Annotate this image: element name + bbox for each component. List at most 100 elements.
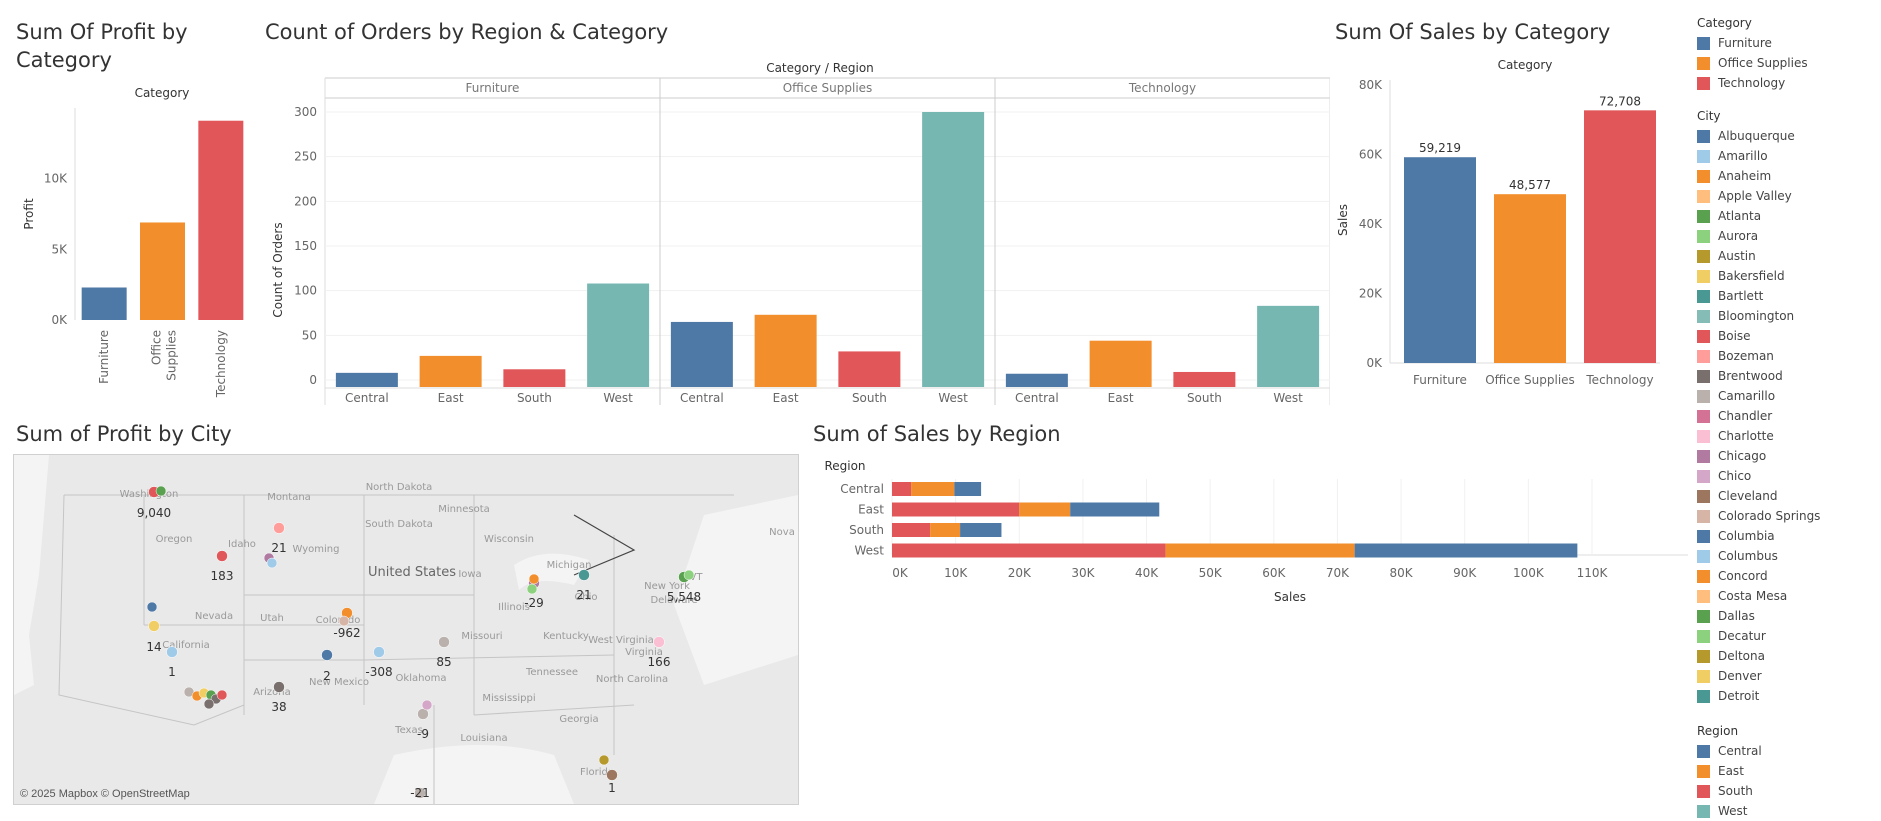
legend-city-item[interactable]: Chandler	[1697, 406, 1881, 426]
legend-city-item[interactable]: Camarillo	[1697, 386, 1881, 406]
legend-city-item[interactable]: Boise	[1697, 326, 1881, 346]
legend-category-item[interactable]: Office Supplies	[1697, 53, 1881, 73]
sales-by-category-chart[interactable]: Category Sales 0K 20K 40K 60K 80K 59,219 Furnitu…	[1330, 50, 1690, 400]
city-point	[578, 569, 590, 581]
sales-bar	[1584, 110, 1656, 364]
legend-city-list[interactable]: Albuquerque Amarillo Anaheim Apple Valley At…	[1697, 126, 1881, 708]
legend-swatch	[1697, 249, 1710, 263]
city-point	[526, 583, 538, 595]
legend-city-item[interactable]: Columbia	[1697, 526, 1881, 546]
profit-by-city-map[interactable]: WashingtonMontanaNorth DakotaMinnesotaSo…	[13, 454, 799, 805]
legend-city-item[interactable]: Bartlett	[1697, 286, 1881, 306]
city-value-label: 2	[323, 669, 331, 683]
region-bar-segment	[911, 482, 955, 496]
city-value-label: -21	[410, 786, 430, 800]
legend-swatch	[1697, 349, 1710, 363]
legend-city-item[interactable]: Denver	[1697, 666, 1881, 686]
orders-x-tick: West	[938, 391, 968, 405]
legend-label: Austin	[1718, 249, 1756, 263]
map-ocean-west	[14, 455, 49, 695]
legend-city-item[interactable]: Austin	[1697, 246, 1881, 266]
sales-data-label: 59,219	[1419, 141, 1461, 155]
profit-y-tick: 0K	[51, 313, 68, 327]
sales-by-region-chart[interactable]: Region 0K 10K 20K 30K 40K 50K 60K 70K 80K 90K 100K 1…	[810, 455, 1690, 615]
map-state-label: New Mexico	[309, 677, 369, 688]
legend-label: Decatur	[1718, 629, 1766, 643]
legend-label: West	[1718, 804, 1748, 818]
legend-region-item[interactable]: East	[1697, 761, 1881, 781]
sales-data-label: 72,708	[1599, 94, 1641, 108]
sales-by-category-title: Sum Of Sales by Category	[1335, 20, 1611, 44]
legend-swatch	[1697, 469, 1710, 483]
orders-y-tick: 250	[294, 150, 317, 164]
region-y-tick: West	[854, 544, 884, 558]
legend-region-item[interactable]: South	[1697, 781, 1881, 801]
legend-city-item[interactable]: Charlotte	[1697, 426, 1881, 446]
legend-label: Cleveland	[1718, 489, 1778, 503]
legend-city-item[interactable]: Detroit	[1697, 686, 1881, 706]
legend-city-item[interactable]: Albuquerque	[1697, 126, 1881, 146]
legend-swatch	[1697, 784, 1710, 798]
orders-bar	[587, 283, 650, 387]
legend-city-item[interactable]: Aurora	[1697, 226, 1881, 246]
legend-city-item[interactable]: Bozeman	[1697, 346, 1881, 366]
legend-swatch	[1697, 36, 1710, 50]
city-value-label: -308	[365, 665, 392, 679]
sales-bar	[1494, 194, 1566, 363]
legend-category-item[interactable]: Technology	[1697, 73, 1881, 93]
map-attribution[interactable]: © 2025 Mapbox © OpenStreetMap	[20, 788, 190, 800]
legend-swatch	[1697, 609, 1710, 623]
legend-label: Deltona	[1718, 649, 1765, 663]
sales-y-axis-title: Sales	[1336, 204, 1350, 236]
city-value-label: 21	[576, 588, 591, 602]
map-state-label: United States	[368, 565, 456, 580]
legend-city-item[interactable]: Atlanta	[1697, 206, 1881, 226]
legend-swatch	[1697, 389, 1710, 403]
city-point	[203, 698, 215, 710]
legend-city-item[interactable]: Cleveland	[1697, 486, 1881, 506]
legend-label: Columbia	[1718, 529, 1775, 543]
legend-city-item[interactable]: Chico	[1697, 466, 1881, 486]
legend-city-item[interactable]: Colorado Springs	[1697, 506, 1881, 526]
legend-label: Albuquerque	[1718, 129, 1795, 143]
legend-city-item[interactable]: Chicago	[1697, 446, 1881, 466]
orders-bar	[1005, 373, 1068, 387]
legend-city-item[interactable]: Dallas	[1697, 606, 1881, 626]
legend-city-item[interactable]: Deltona	[1697, 646, 1881, 666]
legend-city-item[interactable]: Amarillo	[1697, 146, 1881, 166]
map-state-label: Tennessee	[525, 667, 578, 678]
legend-city-title: City	[1697, 109, 1721, 123]
legend-swatch	[1697, 649, 1710, 663]
legend-city-item[interactable]: Anaheim	[1697, 166, 1881, 186]
legend-city-item[interactable]: Apple Valley	[1697, 186, 1881, 206]
legend-label: Aurora	[1718, 229, 1759, 243]
legend-region-item[interactable]: Central	[1697, 741, 1881, 761]
map-state-label: Colorado	[316, 615, 361, 626]
city-value-label: 85	[436, 655, 451, 669]
legend-region-item[interactable]: West	[1697, 801, 1881, 821]
legend-swatch	[1697, 169, 1710, 183]
legend-city-item[interactable]: Bakersfield	[1697, 266, 1881, 286]
legend-city-item[interactable]: Decatur	[1697, 626, 1881, 646]
legend-category-item[interactable]: Furniture	[1697, 33, 1881, 53]
map-state-label: Missouri	[461, 631, 502, 642]
map-state-label: West Virginia	[588, 635, 653, 646]
city-point	[146, 601, 158, 613]
profit-by-category-chart[interactable]: Category 0K 5K 10K Profit Furniture OfficeSupp…	[0, 80, 260, 410]
legend-label: Apple Valley	[1718, 189, 1792, 203]
legend-swatch	[1697, 189, 1710, 203]
legend-city-item[interactable]: Costa Mesa	[1697, 586, 1881, 606]
region-y-tick: East	[858, 503, 884, 517]
sales-bar	[1404, 157, 1476, 363]
orders-by-region-chart[interactable]: Category / Region Count of Orders 0 50 100 15…	[260, 50, 1330, 410]
legend-city-item[interactable]: Concord	[1697, 566, 1881, 586]
legend-region: Central East South West	[1697, 741, 1881, 821]
map-state-border	[473, 704, 635, 716]
legend-city-item[interactable]: Brentwood	[1697, 366, 1881, 386]
legend-city-item[interactable]: Bloomington	[1697, 306, 1881, 326]
legend-city-item[interactable]: Columbus	[1697, 546, 1881, 566]
map-state-label: Wisconsin	[484, 534, 534, 545]
legend-label: Bozeman	[1718, 349, 1774, 363]
legend-label: Costa Mesa	[1718, 589, 1788, 603]
region-bar-segment	[930, 523, 961, 537]
